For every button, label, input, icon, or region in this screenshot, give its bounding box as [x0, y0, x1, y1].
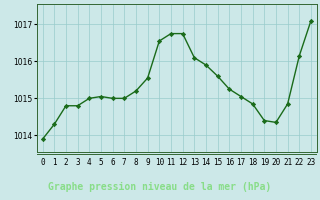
Text: Graphe pression niveau de la mer (hPa): Graphe pression niveau de la mer (hPa): [48, 182, 272, 192]
Text: 3: 3: [75, 158, 80, 167]
Text: 23: 23: [306, 158, 316, 167]
Text: 15: 15: [213, 158, 222, 167]
Text: 10: 10: [155, 158, 164, 167]
Text: 0: 0: [40, 158, 45, 167]
Text: 1: 1: [52, 158, 57, 167]
Text: 2: 2: [64, 158, 68, 167]
Text: 16: 16: [225, 158, 234, 167]
Text: 14: 14: [201, 158, 211, 167]
Text: 12: 12: [178, 158, 187, 167]
Text: 22: 22: [295, 158, 304, 167]
Text: 21: 21: [283, 158, 292, 167]
Text: 19: 19: [260, 158, 269, 167]
Text: 5: 5: [99, 158, 103, 167]
Text: 4: 4: [87, 158, 92, 167]
Text: 13: 13: [190, 158, 199, 167]
Text: 7: 7: [122, 158, 127, 167]
Text: 9: 9: [145, 158, 150, 167]
Text: 17: 17: [236, 158, 245, 167]
Text: 8: 8: [134, 158, 138, 167]
Text: 20: 20: [271, 158, 281, 167]
Text: 11: 11: [166, 158, 176, 167]
Text: 6: 6: [110, 158, 115, 167]
Text: 18: 18: [248, 158, 257, 167]
